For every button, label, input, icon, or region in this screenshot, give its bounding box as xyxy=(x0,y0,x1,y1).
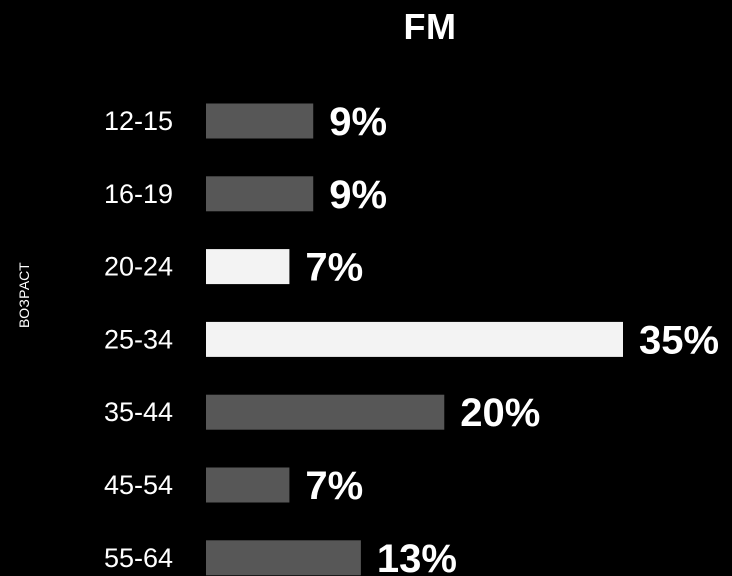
value-label: 35% xyxy=(639,318,719,362)
category-label: 35-44 xyxy=(104,397,173,427)
value-label: 7% xyxy=(305,246,363,290)
bar xyxy=(206,540,361,576)
value-label: 9% xyxy=(329,173,387,217)
category-label: 16-19 xyxy=(104,179,173,209)
value-label: 9% xyxy=(329,100,387,144)
category-label: 12-15 xyxy=(104,106,173,136)
bar xyxy=(206,176,314,212)
value-label: 20% xyxy=(460,391,540,435)
bar xyxy=(206,394,445,430)
bar xyxy=(206,321,623,357)
value-label: 7% xyxy=(305,464,363,508)
bar xyxy=(206,103,314,139)
bar xyxy=(206,467,290,503)
bar xyxy=(206,249,290,285)
category-label: 55-64 xyxy=(104,543,173,573)
category-label: 20-24 xyxy=(104,252,173,282)
value-label: 13% xyxy=(377,537,457,576)
category-label: 45-54 xyxy=(104,470,173,500)
chart-title: FM xyxy=(403,6,457,47)
category-label: 25-34 xyxy=(104,324,173,354)
